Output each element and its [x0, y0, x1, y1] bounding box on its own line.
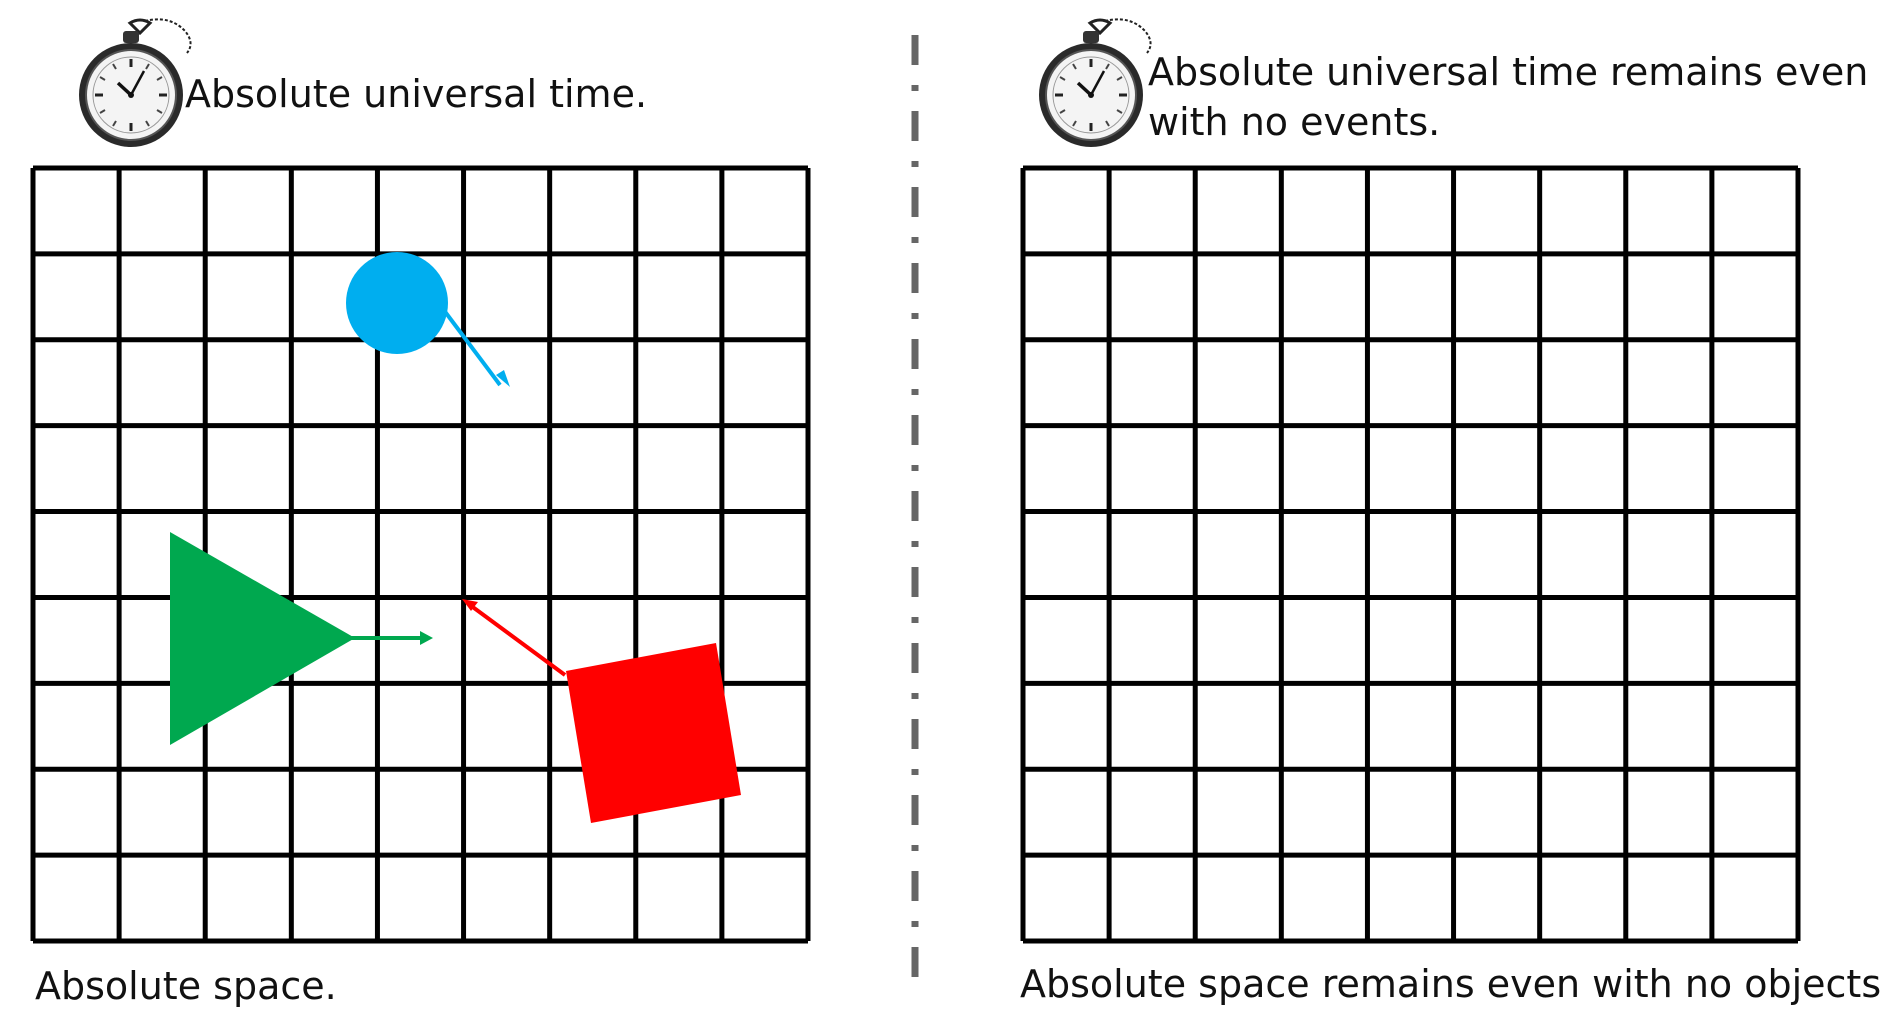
absolute-space-grid: [30, 165, 811, 944]
moving-triangle: [170, 532, 355, 745]
absolute-space-caption: Absolute space.: [35, 964, 337, 1008]
absolute-time-caption: Absolute universal time.: [185, 72, 648, 116]
moving-square: [566, 643, 741, 823]
empty-space-grid: [1020, 165, 1801, 944]
space-remains-caption: Absolute space remains even with no obje…: [1020, 962, 1884, 1006]
pocket-watch-icon: [79, 18, 192, 147]
time-remains-caption-line2: with no events.: [1148, 100, 1441, 144]
ball-velocity-arrow: [438, 303, 502, 387]
moving-ball: [346, 252, 448, 354]
square-arrowhead: [462, 599, 478, 611]
triangle-arrowhead: [420, 631, 433, 645]
pocket-watch-icon: [1039, 18, 1152, 147]
time-remains-caption-line1: Absolute universal time remains even: [1148, 50, 1869, 94]
square-velocity-arrow: [468, 603, 567, 677]
ball-arrowhead: [496, 370, 510, 387]
